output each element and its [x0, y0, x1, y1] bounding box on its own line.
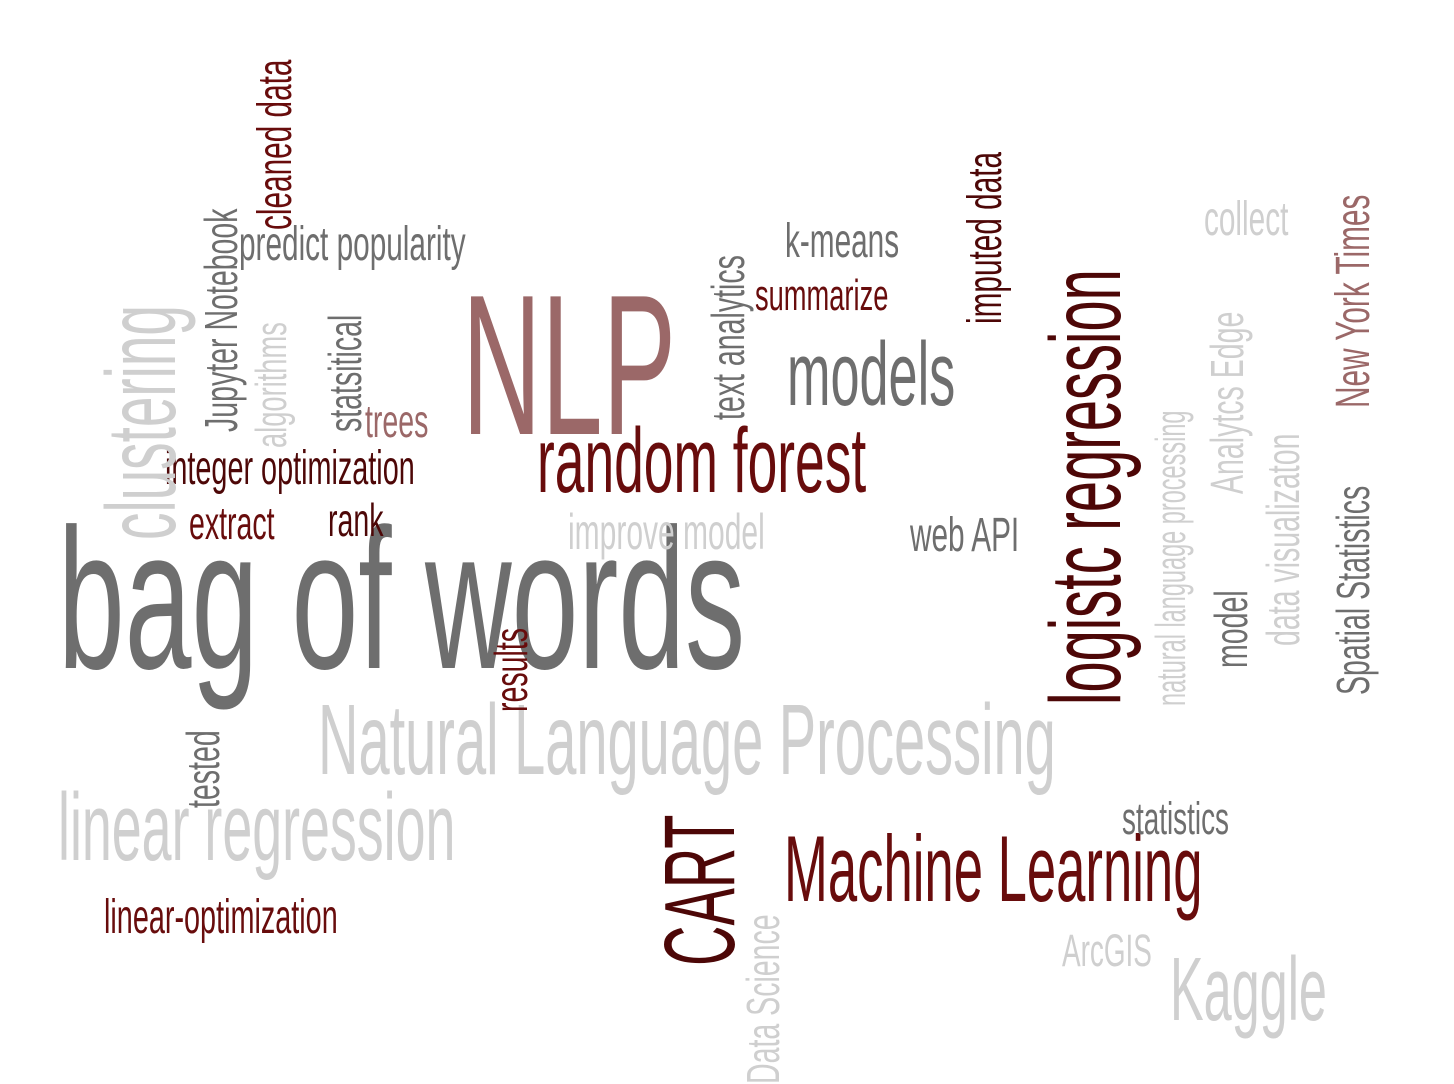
word-collect: collect	[1204, 193, 1289, 246]
word-trees: trees	[365, 395, 429, 447]
word-imputed-data: imputed data	[959, 151, 1012, 324]
word-models: models	[787, 325, 956, 425]
word-tested: tested	[177, 730, 229, 808]
word-summarize: summarize	[755, 271, 889, 320]
word-model: model	[1205, 590, 1257, 668]
word-clustering: clustering	[86, 305, 196, 540]
word-data-science: Data Science	[737, 914, 789, 1084]
word-random-forest: random forest	[537, 410, 867, 512]
word-machine-learning: Machine Learning	[784, 816, 1203, 921]
word-linear-optimization: linear-optimization	[104, 891, 338, 944]
word-cart: CART	[644, 814, 756, 966]
word-logistc-regression: logistc regression	[1030, 269, 1142, 705]
word-new-york-times: New York Times	[1327, 194, 1380, 408]
word-nlp: NLP	[462, 254, 676, 477]
word-statsitical: statsitical	[319, 314, 371, 432]
word-bag-of-words: bag of words	[58, 488, 746, 711]
word-arcgis: ArcGIS	[1062, 925, 1152, 976]
word-linear-regression: linear regression	[58, 774, 456, 881]
word-natural-language-processing-small: natural language processing	[1147, 410, 1194, 706]
word-kaggle: Kaggle	[1170, 940, 1327, 1040]
word-analytcs-edge: Analytcs Edge	[1201, 311, 1253, 494]
word-extract: extract	[189, 497, 275, 549]
word-web-api: web API	[910, 509, 1020, 562]
word-jupyter-notebook: Jupyter Notebook	[195, 208, 247, 432]
word-predict-popularity: predict popularity	[239, 218, 466, 271]
word-rank: rank	[328, 494, 384, 546]
word-spatial-statistics: Spatial Statistics	[1327, 485, 1379, 695]
word-natural-language-processing: Natural Language Processing	[318, 684, 1056, 796]
word-results: results	[485, 627, 537, 712]
word-integer-optimization: integer optimization	[165, 442, 415, 495]
word-text-analytics: text analytics	[702, 255, 754, 420]
word-data-visualizaton: data visualizaton	[1257, 433, 1309, 646]
word-improve-model: improve model	[568, 504, 765, 560]
word-cleaned-data: cleaned data	[249, 59, 302, 231]
word-k-means: k-means	[785, 215, 900, 268]
word-statistics: statistics	[1122, 793, 1229, 844]
word-algorithms: algorithms	[247, 322, 296, 448]
